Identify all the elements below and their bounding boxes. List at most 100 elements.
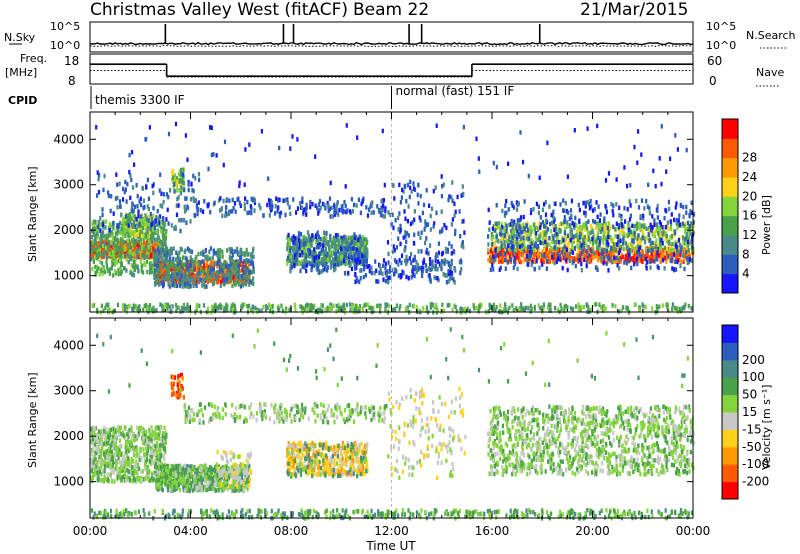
data-cell (640, 249, 643, 254)
data-cell (670, 233, 674, 239)
data-cell (197, 259, 200, 265)
data-cell (146, 226, 149, 231)
data-cell (125, 221, 128, 226)
data-cell (670, 248, 673, 253)
data-cell (389, 265, 392, 270)
data-cell (183, 262, 186, 267)
data-cell (405, 261, 408, 267)
data-cell (204, 272, 207, 278)
data-cell (529, 227, 532, 232)
data-cell (546, 242, 549, 248)
data-cell (305, 268, 308, 274)
data-cell (632, 253, 635, 259)
data-cell (292, 259, 296, 265)
data-cell (616, 247, 619, 253)
data-cell (345, 256, 349, 261)
data-cell (97, 176, 100, 182)
data-cell (304, 206, 307, 212)
data-cell (177, 172, 180, 177)
data-cell (175, 188, 178, 193)
data-cell (210, 272, 213, 278)
data-cell (577, 254, 580, 259)
data-cell (156, 247, 159, 252)
data-cell (114, 262, 117, 267)
data-cell (633, 247, 636, 252)
data-cell (121, 249, 124, 254)
data-cell (333, 212, 337, 217)
data-cell (91, 239, 95, 244)
data-cell (113, 236, 117, 241)
data-cell (398, 182, 401, 188)
data-cell (308, 244, 311, 250)
data-cell (541, 250, 544, 255)
data-cell (167, 265, 170, 271)
data-cell (142, 198, 145, 204)
data-cell (131, 212, 134, 217)
data-cell (239, 276, 242, 281)
data-cell (343, 199, 346, 205)
data-cell (135, 217, 138, 222)
data-cell (167, 269, 170, 275)
data-cell (625, 233, 628, 238)
data-cell (245, 282, 248, 287)
data-cell (582, 241, 585, 246)
data-cell (418, 215, 421, 220)
data-cell (162, 199, 165, 205)
data-cell (515, 252, 518, 257)
data-cell (387, 210, 390, 215)
data-cell (660, 245, 663, 251)
data-cell (685, 232, 688, 237)
data-cell (128, 250, 131, 255)
data-cell (326, 255, 329, 260)
data-cell (290, 261, 293, 266)
data-cell (487, 242, 490, 247)
data-cell (361, 198, 364, 204)
data-cell (523, 244, 526, 249)
data-cell (501, 247, 504, 253)
data-cell (205, 268, 208, 273)
data-cell (493, 250, 496, 256)
data-cell (578, 257, 581, 263)
data-cell (610, 238, 613, 244)
data-cell (350, 235, 354, 240)
data-cell (127, 252, 130, 258)
data-cell (335, 246, 338, 252)
data-cell (440, 266, 443, 272)
data-cell (325, 231, 328, 236)
data-cell (341, 240, 344, 245)
data-cell (336, 233, 340, 238)
data-cell (448, 194, 451, 199)
data-cell (656, 203, 659, 209)
data-cell (344, 261, 347, 267)
data-cell (114, 243, 117, 249)
data-cell (162, 228, 165, 233)
data-cell (444, 246, 447, 252)
data-cell (189, 197, 193, 202)
data-cell (289, 237, 292, 243)
data-cell (129, 256, 132, 262)
data-cell (601, 238, 604, 243)
data-cell (340, 246, 343, 251)
data-cell (145, 216, 148, 221)
data-cell (131, 238, 134, 244)
data-cell (541, 219, 544, 225)
data-cell (338, 255, 341, 260)
data-cell (339, 261, 342, 266)
data-cell (206, 254, 209, 260)
data-cell (186, 204, 189, 209)
data-cell (609, 252, 613, 257)
data-cell (169, 256, 172, 262)
data-cell (296, 242, 299, 247)
data-cell (240, 258, 243, 263)
data-cell (344, 235, 347, 240)
data-cell (182, 280, 185, 285)
data-cell (164, 271, 168, 277)
data-cell (605, 237, 608, 242)
data-cell (435, 210, 438, 216)
data-cell (166, 207, 169, 213)
freq-tick-high: 18 (64, 54, 79, 68)
data-cell (121, 197, 125, 202)
data-cell (358, 249, 361, 254)
data-cell (96, 245, 99, 251)
data-cell (498, 255, 501, 260)
